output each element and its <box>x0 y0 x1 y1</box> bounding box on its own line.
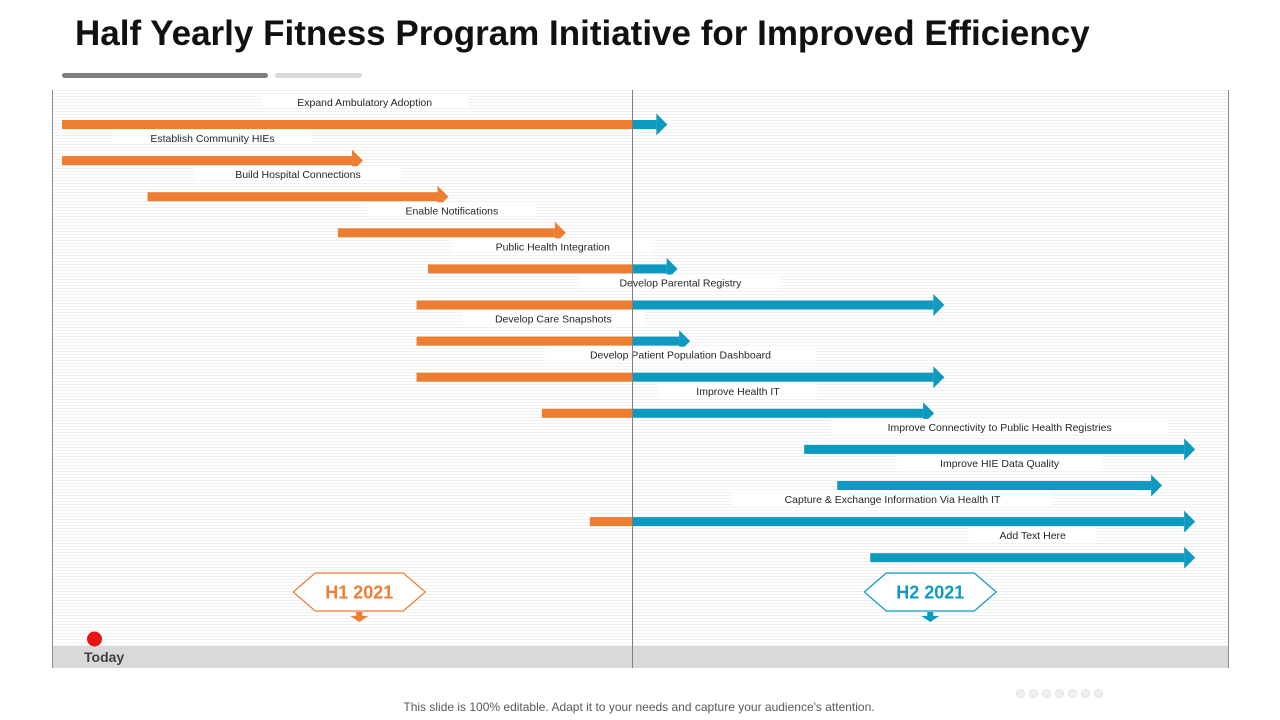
task-row: Develop Patient Population Dashboard <box>416 346 945 389</box>
page-dot <box>1055 689 1064 698</box>
task-arrow-head <box>679 330 691 353</box>
half-year-pointer <box>350 612 369 622</box>
today-label: Today <box>84 649 124 665</box>
task-bar-h1 <box>416 300 633 310</box>
task-bar-h1 <box>147 192 438 202</box>
today-marker <box>87 631 102 647</box>
task-bar-h2 <box>632 517 1185 527</box>
task-row: Establish Community HIEs <box>62 130 363 172</box>
task-label: Develop Patient Population Dashboard <box>590 350 771 362</box>
task-label: Establish Community HIEs <box>150 133 274 145</box>
title-underline-primary <box>62 73 268 78</box>
task-label-bg <box>452 238 653 253</box>
task-label-bg <box>366 202 537 217</box>
half-year-label: H1 2021 <box>325 583 393 603</box>
task-row: Develop Care Snapshots <box>416 310 691 353</box>
title-underline-secondary <box>275 73 362 78</box>
half-year-label: H2 2021 <box>896 583 964 603</box>
task-label-bg <box>462 310 645 325</box>
task-bar-h2 <box>632 120 657 129</box>
page-dot <box>1068 689 1077 698</box>
task-label: Develop Parental Registry <box>619 278 742 290</box>
task-label-bg <box>112 130 313 145</box>
task-arrow-head <box>437 185 449 208</box>
half-year-hexagon <box>863 572 998 612</box>
task-row: Develop Parental Registry <box>416 274 945 316</box>
task-bar-h1 <box>416 336 633 346</box>
page-dot <box>1029 689 1038 698</box>
today-band <box>53 646 1228 668</box>
task-label-bg <box>544 346 817 361</box>
task-row: Improve Connectivity to Public Health Re… <box>804 418 1196 461</box>
task-row: Improve HIE Data Quality <box>837 455 1163 497</box>
task-label-bg <box>659 382 818 397</box>
task-label: Enable Notifications <box>405 205 498 217</box>
half-year-badge: H1 2021 <box>292 572 427 622</box>
task-arrow-head <box>1151 474 1163 497</box>
task-label-bg <box>261 94 468 108</box>
task-label-bg <box>194 166 401 181</box>
task-arrow-head <box>1184 438 1196 461</box>
task-arrow-head <box>351 149 363 172</box>
task-row: Expand Ambulatory Adoption <box>62 94 668 136</box>
task-arrow-head <box>554 221 566 244</box>
task-row: Improve Health IT <box>541 382 935 425</box>
task-row: Add Text Here <box>870 527 1196 569</box>
half-year-pointer <box>921 612 940 622</box>
task-row: Capture & Exchange Information Via Healt… <box>589 491 1196 533</box>
task-bar-h1 <box>416 372 633 382</box>
task-label: Improve Connectivity to Public Health Re… <box>888 422 1112 434</box>
task-arrow-head <box>656 113 668 136</box>
task-arrow-head <box>933 294 945 316</box>
task-bar-h1 <box>62 156 352 166</box>
task-bar-h1 <box>62 120 633 129</box>
task-arrow-head <box>933 366 945 389</box>
pagination-dots <box>1016 689 1103 698</box>
half-year-hexagon <box>292 572 427 612</box>
page-title: Half Yearly Fitness Program Initiative f… <box>75 14 1090 53</box>
task-row: Build Hospital Connections <box>147 166 449 208</box>
task-arrow-head <box>1184 510 1196 533</box>
task-bar-h1 <box>541 408 633 418</box>
task-label: Build Hospital Connections <box>235 169 361 181</box>
half-year-badge: H2 2021 <box>863 572 998 622</box>
task-bar-h2 <box>837 481 1152 490</box>
task-label-bg <box>830 418 1169 433</box>
page-dot <box>1016 689 1025 698</box>
task-arrow-head <box>923 402 935 425</box>
task-row: Public Health Integration <box>427 238 678 280</box>
task-label-bg <box>580 274 781 289</box>
task-bar-h2 <box>632 300 934 310</box>
task-label: Add Text Here <box>1000 530 1067 542</box>
page-dot <box>1081 689 1090 698</box>
task-bar-h2 <box>632 408 924 418</box>
task-label: Develop Care Snapshots <box>495 314 612 326</box>
task-bar-h1 <box>589 517 633 527</box>
task-bar-h2 <box>632 372 934 382</box>
task-bar-h2 <box>804 444 1185 454</box>
task-label: Improve HIE Data Quality <box>940 458 1060 470</box>
task-arrow-head <box>1184 546 1196 569</box>
task-label: Improve Health IT <box>696 386 780 398</box>
footer-note: This slide is 100% editable. Adapt it to… <box>403 700 875 714</box>
task-label-bg <box>896 455 1103 469</box>
page-dot <box>1094 689 1103 698</box>
task-arrow-head <box>666 257 678 280</box>
task-label: Capture & Exchange Information Via Healt… <box>785 494 1001 506</box>
task-row: Enable Notifications <box>337 202 566 244</box>
task-bar-h2 <box>632 264 667 274</box>
task-bar-h1 <box>337 228 555 238</box>
task-label-bg <box>732 491 1053 506</box>
task-label: Expand Ambulatory Adoption <box>297 97 432 109</box>
task-bar-h2 <box>632 336 680 346</box>
task-bar-h2 <box>870 553 1185 563</box>
task-label-bg <box>968 527 1097 542</box>
task-label: Public Health Integration <box>496 241 611 253</box>
page-dot <box>1042 689 1051 698</box>
task-bar-h1 <box>427 264 633 274</box>
